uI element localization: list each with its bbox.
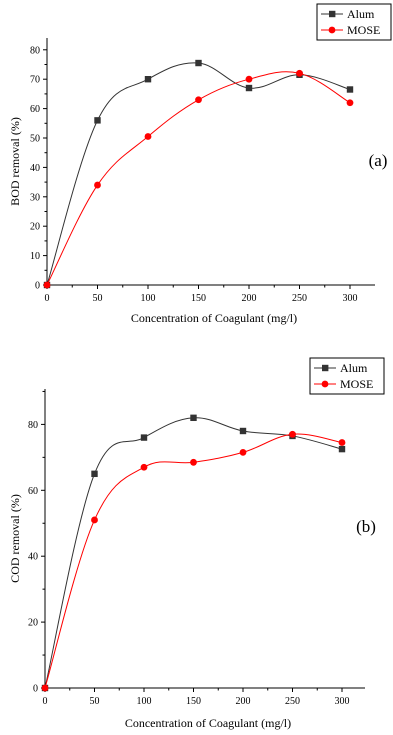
legend-marker-mose: [328, 26, 336, 34]
data-point-mose: [296, 69, 303, 77]
x-tick-label: 150: [186, 696, 201, 707]
legend-label-alum: Alum: [340, 361, 368, 375]
data-point-alum: [239, 427, 247, 435]
data-point-mose: [245, 75, 253, 83]
x-tick-label: 150: [191, 293, 206, 304]
data-point-alum: [195, 59, 202, 67]
x-axis-label: Concentration of Coagulant (mg/l): [131, 311, 297, 325]
data-point-alum: [190, 414, 197, 422]
data-point-alum: [91, 470, 98, 478]
legend-marker-alum: [329, 10, 336, 18]
legend-marker-mose: [321, 380, 329, 388]
data-point-alum: [346, 86, 354, 93]
legend-label-mose: MOSE: [347, 23, 380, 37]
x-tick-label: 250: [292, 293, 307, 304]
x-tick-label: 250: [285, 696, 300, 707]
data-point-alum: [144, 76, 152, 83]
x-tick-label: 200: [242, 293, 257, 304]
y-tick-label: 10: [30, 251, 40, 262]
data-point-mose: [91, 516, 98, 524]
y-tick-label: 80: [28, 420, 38, 431]
series-line-mose: [44, 433, 343, 689]
y-tick-label: 40: [30, 163, 40, 174]
panel-letter: (b): [356, 517, 376, 536]
x-tick-label: 300: [335, 696, 350, 707]
legend-marker-alum: [322, 364, 329, 372]
y-tick-label: 40: [28, 552, 38, 563]
y-axis-label: BOD removal (%): [8, 117, 22, 206]
y-tick-label: 80: [30, 45, 40, 56]
legend-box: [309, 357, 385, 395]
y-tick-label: 60: [30, 104, 40, 115]
y-tick-label: 70: [30, 75, 40, 86]
x-tick-label: 100: [141, 293, 156, 304]
legend-label-alum: Alum: [347, 7, 375, 21]
y-tick-label: 0: [35, 281, 40, 292]
y-tick-label: 20: [28, 618, 38, 629]
data-point-mose: [94, 181, 101, 189]
y-tick-label: 0: [33, 684, 38, 695]
x-tick-label: 300: [343, 293, 358, 304]
data-point-mose: [289, 430, 296, 438]
data-point-mose: [43, 281, 51, 289]
data-point-mose: [346, 99, 354, 107]
data-point-alum: [245, 84, 253, 92]
x-tick-label: 50: [90, 696, 100, 707]
x-tick-label: 100: [137, 696, 152, 707]
data-point-mose: [144, 133, 152, 140]
panel-letter: (a): [369, 151, 388, 170]
y-axis-label: COD removal (%): [8, 494, 22, 583]
data-point-mose: [239, 449, 247, 456]
y-tick-label: 20: [30, 222, 40, 233]
data-point-alum: [140, 434, 148, 441]
y-tick-label: 50: [30, 134, 40, 145]
series-line-alum: [46, 62, 351, 286]
x-axis-label: Concentration of Coagulant (mg/l): [125, 716, 291, 730]
data-point-mose: [190, 458, 197, 466]
series-line-alum: [44, 417, 343, 689]
y-tick-label: 60: [28, 486, 38, 497]
legend-label-mose: MOSE: [340, 377, 373, 391]
panel-a-bod-chart: 0 50 100 150 200 250 300 0 10 20 30 40 50 60 70 80 Conce…: [8, 3, 392, 325]
data-point-mose: [41, 684, 49, 692]
x-tick-label: 200: [236, 696, 251, 707]
data-point-alum: [94, 117, 101, 124]
data-point-mose: [195, 96, 202, 104]
data-point-alum: [338, 445, 346, 453]
x-tick-label: 0: [43, 696, 48, 707]
panel-b-cod-chart: 0 50 100 150 200 250 300 0 20 40 60 80 Concentration…: [8, 357, 385, 730]
x-tick-label: 50: [93, 293, 103, 304]
y-tick-label: 30: [30, 192, 40, 203]
data-point-mose: [338, 439, 346, 446]
legend-box: [316, 3, 392, 41]
data-point-mose: [140, 463, 148, 471]
x-tick-label: 0: [45, 293, 50, 304]
series-line-mose: [46, 71, 351, 286]
